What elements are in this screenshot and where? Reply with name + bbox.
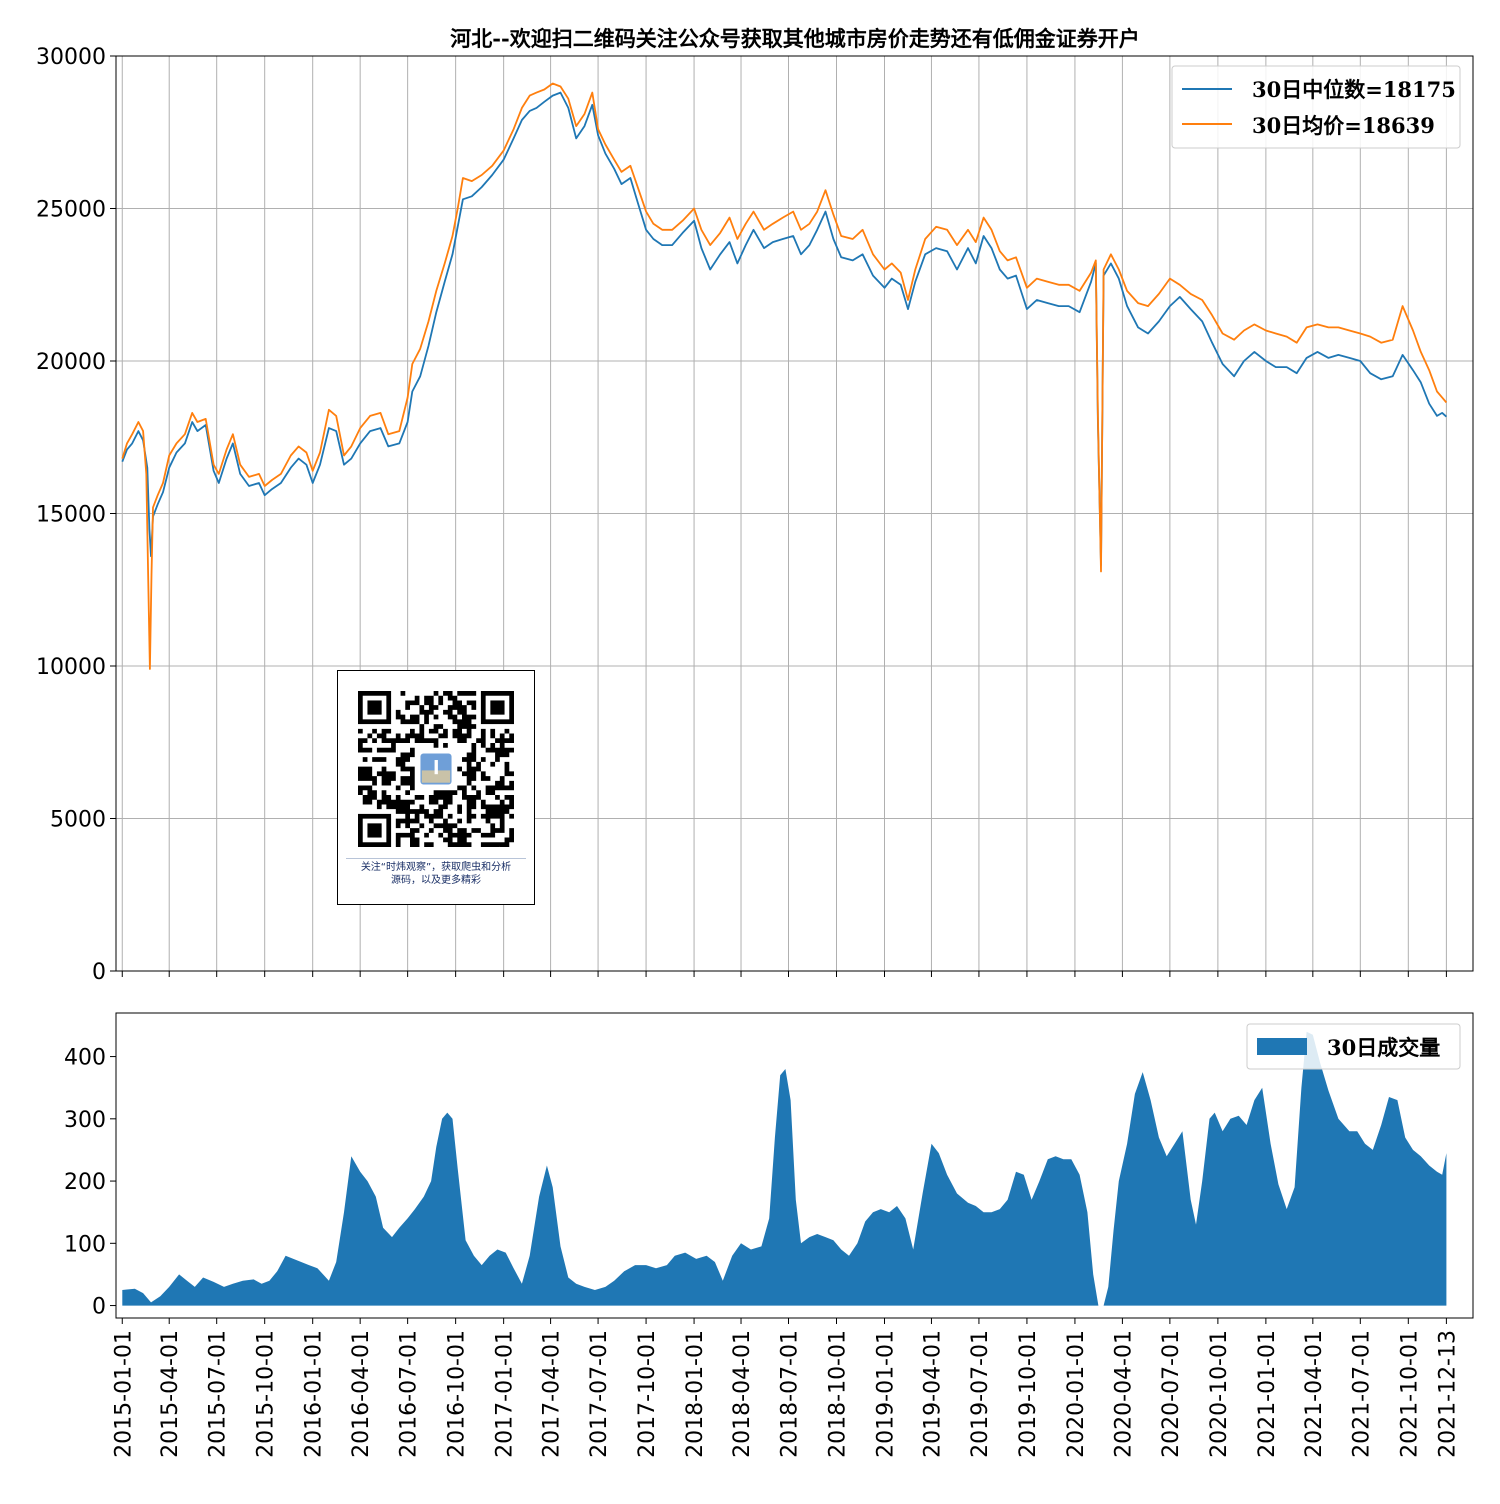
volume-y-tick-label: 100: [64, 1232, 106, 1257]
volume-legend-swatch: [1257, 1038, 1307, 1055]
qr-caption-line-1: 关注“时炜观察”，获取爬虫和分析: [360, 862, 512, 873]
volume-x-tick-label: 2020-04-01: [1111, 1330, 1136, 1458]
volume-legend-label: 30日成交量: [1327, 1035, 1440, 1060]
price-y-tick-label: 20000: [36, 350, 106, 375]
volume-x-tick-label: 2016-04-01: [349, 1330, 374, 1458]
volume-x-tick-label: 2016-07-01: [397, 1330, 422, 1458]
qr-logo-ground: [421, 770, 451, 783]
volume-x-tick-label: 2019-01-01: [874, 1330, 899, 1458]
volume-x-tick-label: 2015-04-01: [158, 1330, 183, 1458]
price-y-tick-label: 25000: [36, 198, 106, 223]
qr-divider: [346, 858, 526, 859]
volume-x-tick-label: 2021-10-01: [1397, 1330, 1422, 1458]
volume-x-tick-label: 2019-04-01: [921, 1330, 946, 1458]
volume-x-tick-label: 2020-01-01: [1064, 1330, 1089, 1458]
volume-y-tick-label: 0: [92, 1295, 106, 1320]
volume-y-tick-label: 300: [64, 1108, 106, 1133]
volume-x-tick-label: 2020-07-01: [1159, 1330, 1184, 1458]
price-chart-grid: [116, 55, 1473, 972]
volume-x-tick-label: 2018-01-01: [683, 1330, 708, 1458]
volume-x-tick-label: 2019-10-01: [1016, 1330, 1041, 1458]
price-chart-series: [121, 82, 1448, 670]
qr-finder-inner: [490, 700, 505, 715]
qr-caption: 关注“时炜观察”，获取爬虫和分析 源码，以及更多精彩: [342, 861, 530, 887]
price-y-tick-label: 0: [92, 960, 106, 985]
volume-x-tick-label: 2021-04-01: [1302, 1330, 1327, 1458]
qr-finder-inner: [367, 823, 382, 838]
volume-y-tick-label: 200: [64, 1170, 106, 1195]
volume-x-tick-label: 2015-01-01: [111, 1330, 136, 1458]
qr-code-card: 关注“时炜观察”，获取爬虫和分析 源码，以及更多精彩: [337, 670, 535, 905]
volume-x-tick-label: 2016-10-01: [445, 1330, 470, 1458]
volume-x-tick-label: 2017-10-01: [635, 1330, 660, 1458]
volume-y-tick-label: 400: [64, 1046, 106, 1071]
median-price-line: [121, 91, 1448, 567]
volume-x-tick-label: 2019-07-01: [968, 1330, 993, 1458]
qr-finder-inner: [367, 700, 382, 715]
volume-x-tick-label: 2021-01-01: [1255, 1330, 1280, 1458]
price-y-tick-label: 5000: [50, 808, 106, 833]
volume-x-tick-label: 2017-01-01: [493, 1330, 518, 1458]
volume-x-tick-label: 2020-10-01: [1207, 1330, 1232, 1458]
volume-x-tick-label: 2018-04-01: [730, 1330, 755, 1458]
price-y-tick-label: 15000: [36, 503, 106, 528]
legend-box: [1171, 65, 1461, 149]
legend-median-label: 30日中位数=18175: [1252, 77, 1456, 102]
volume-x-tick-label: 2018-10-01: [826, 1330, 851, 1458]
volume-x-tick-label: 2016-01-01: [302, 1330, 327, 1458]
price-y-tick-label: 30000: [36, 45, 106, 70]
volume-chart-x-axis: 2015-01-01 2015-04-01 2015-07-01 2015-10-01…: [111, 1318, 1460, 1458]
volume-x-tick-label: 2021-07-01: [1349, 1330, 1374, 1458]
legend-mean-label: 30日均价=18639: [1252, 113, 1435, 138]
price-chart-y-axis: 0 5000 10000 15000 20000 25000 30000: [36, 45, 116, 985]
price-chart-legend: 30日中位数=18175 30日均价=18639: [1171, 65, 1461, 149]
volume-x-tick-label: 2018-07-01: [778, 1330, 803, 1458]
volume-x-tick-label: 2017-07-01: [587, 1330, 612, 1458]
mean-price-line: [121, 82, 1448, 670]
volume-x-tick-label: 2015-07-01: [206, 1330, 231, 1458]
qr-code-image: [358, 691, 514, 847]
price-y-tick-label: 10000: [36, 655, 106, 680]
volume-chart-legend: 30日成交量: [1246, 1023, 1461, 1070]
volume-x-tick-label: 2017-04-01: [540, 1330, 565, 1458]
volume-chart-area: [122, 1031, 1447, 1306]
qr-modules: [358, 691, 514, 847]
volume-area: [122, 1031, 1447, 1306]
qr-caption-line-2: 源码，以及更多精彩: [391, 875, 481, 886]
volume-legend-box: [1246, 1023, 1461, 1070]
chart-title: 河北--欢迎扫二维码关注公众号获取其他城市房价走势还有低佣金证券开户: [450, 26, 1139, 51]
volume-chart-frame: [115, 1012, 1474, 1319]
volume-x-tick-label: 2015-10-01: [254, 1330, 279, 1458]
price-chart-x-ticks: [121, 971, 1447, 977]
volume-chart-y-axis: 0 100 200 300 400: [64, 1046, 116, 1320]
volume-x-tick-label: 2021-12-13: [1435, 1330, 1460, 1458]
qr-logo-figure: [434, 760, 438, 775]
